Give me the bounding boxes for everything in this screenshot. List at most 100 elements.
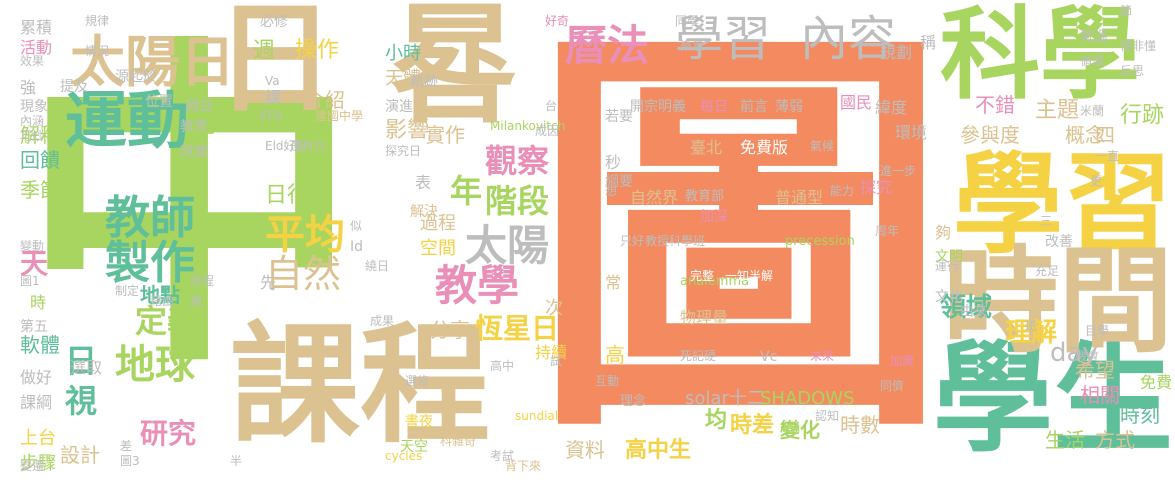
word-179: 充足 [1035,264,1060,278]
word-38: 理解 [1005,318,1058,348]
word-66: 累積 [20,18,53,37]
word-173: 進一步 [880,164,917,178]
word-22: 年 [450,172,483,210]
word-135: 改變 [180,144,208,160]
word-3: 學生 [933,330,1173,469]
word-85: solar十二 [685,388,765,409]
word-68: 強 [20,78,37,97]
word-185: 一直 [1095,149,1120,163]
word-166: 成果 [370,314,395,328]
word-13: 曆法 [565,21,650,70]
word-40: 希望 [1075,358,1115,382]
word-97: 文明 [935,249,963,265]
word-46: 行跡 [1120,103,1165,128]
word-87: 臺北 [690,138,723,157]
word-126: 天空 [400,439,428,455]
word-125: 書夜 [405,414,433,430]
word-176: 班 [1025,319,1038,333]
word-89: 自然界 [630,188,679,207]
word-7: 晷 [390,0,521,141]
word-71: 課綱 [20,393,53,412]
word-41: 相關 [1080,383,1120,407]
word-127: 科雜奇 [440,434,477,448]
word-123: 必修 [260,14,288,30]
word-192: 同學 [675,14,700,28]
word-6: 科學 [940,0,1140,113]
word-100: 改善 [1045,234,1073,250]
word-165: 選修 [405,374,430,388]
word-167: 試 [550,354,563,368]
word-16: 平均 [265,212,345,258]
word-160: 半 [230,454,243,468]
word-14: 教師 [105,191,196,244]
word-60: 設計 [60,443,100,467]
word-172: 能力 [830,184,855,198]
word-155: 制定 [115,284,140,298]
word-93: 緯度 [875,98,908,117]
word-81: 解決 [410,204,438,220]
word-109: 未來 [810,349,835,363]
word-181: 目學 [1085,324,1110,338]
word-52: 操作 [295,38,340,63]
word-65: 季節 [20,178,60,202]
word-67: 活動 [20,38,53,57]
word-2: 課程 [230,309,491,461]
word-141: 巧妙 [20,129,45,143]
word-187: 反思 [1120,64,1145,78]
word-170: 一知半解 [725,269,774,283]
word-73: 步驟 [20,453,56,474]
word-163: sundial [515,409,559,423]
word-36: 時數 [840,413,880,437]
word-74: 第五 [20,319,48,335]
word-129: 互動 [595,374,620,388]
word-55: 實作 [425,123,465,147]
word-50: 四 [1095,123,1115,147]
word-174: 周年 [875,224,900,238]
word-197: 想 [605,184,618,198]
word-195: 課 [265,88,282,107]
word-24: 地球 [115,342,195,388]
word-70: 選取 [70,358,103,377]
word-114: 前言 [740,99,768,115]
word-137: 源起於 [115,69,157,85]
word-63: 回饋 [20,148,60,172]
word-90: 普通型 [775,188,824,207]
word-45: 免費 [1140,373,1173,392]
word-116: 若要 [605,109,633,125]
word-178: 加廣 [890,354,915,368]
word-153: 藉由 [150,294,175,308]
word-4: 學習 [953,141,1173,269]
word-48: 概念 [1065,123,1105,147]
word-58: 天體 [385,68,421,89]
word-76: 過程 [420,213,456,234]
word-37: 領域 [940,293,993,323]
word-124: 規律 [85,14,110,28]
word-113: 每日 [700,99,728,115]
word-146: 還可以 [290,139,327,153]
word-182: 三 [1040,214,1053,228]
word-57: 小時 [385,43,421,64]
word-117: 綱要 [605,174,633,190]
word-183: 稱 [920,33,937,52]
word-88: 免費版 [740,138,789,157]
word-193: 樂意 [680,39,705,53]
word-59: 軟體 [20,333,60,357]
word-144: EFb [260,109,283,123]
word-171: 氣候 [810,139,835,153]
word-103: Milankovitch [490,119,566,133]
word-158: 差 [120,439,133,453]
word-194: 台 [545,99,558,113]
word-86: SHADOWS [760,388,855,409]
word-96: 夠 [935,223,952,242]
word-44: 方式 [1095,428,1135,452]
word-133: 周日 [185,99,213,115]
word-186: 懂非懂 [1120,39,1157,53]
word-47: 主題 [1035,98,1080,123]
word-77: 空間 [420,238,456,259]
word-31: 恆星日 [475,312,560,345]
word-132: 見 [195,113,215,137]
word-92: 環境 [895,123,928,142]
word-168: 高中 [490,359,515,373]
word-104: precession [785,234,855,249]
word-79: 次 [545,298,563,319]
